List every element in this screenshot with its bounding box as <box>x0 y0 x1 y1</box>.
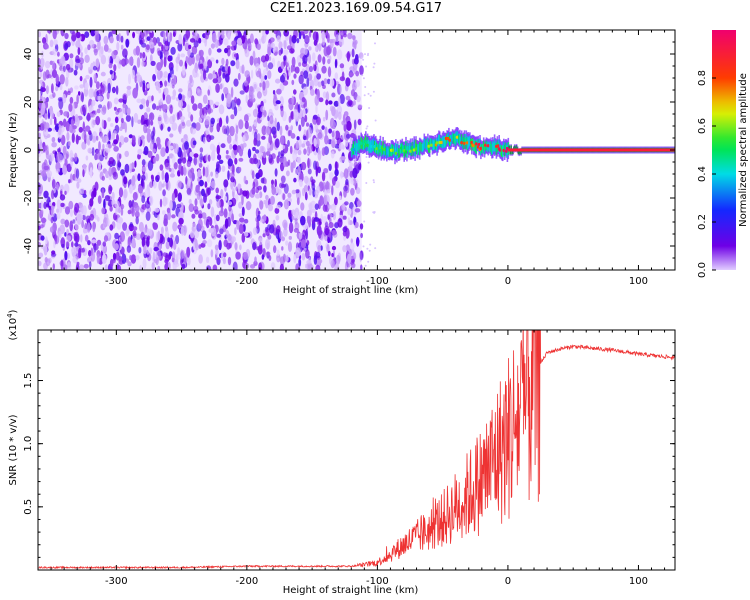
snr-plot-area <box>38 330 675 570</box>
x-tick-label: -100 <box>366 276 389 287</box>
x-tick-label: -300 <box>105 276 128 287</box>
x-tick-label: -200 <box>236 576 259 587</box>
x-tick-label: 100 <box>629 576 648 587</box>
colorbar-tick-label: 0.2 <box>697 214 708 230</box>
colorbar-tick-label: 0.4 <box>697 166 708 182</box>
noise-speckle <box>38 30 377 270</box>
x-tick-label: -100 <box>366 576 389 587</box>
x-tick-label: 0 <box>505 576 511 587</box>
snr-frame <box>37 329 676 571</box>
colorbar: 0.0 0.2 0.4 0.6 0.8 Normalized spectral ampli… <box>697 30 749 278</box>
y-tick-label: 0 <box>23 147 34 153</box>
y-scale-label: (x104) <box>6 309 19 340</box>
colorbar-gradient <box>712 30 736 270</box>
x-tick-label: 0 <box>505 276 511 287</box>
y-tick-label: 1.5 <box>23 373 34 389</box>
colorbar-tick-label: 0.0 <box>697 262 708 278</box>
y-tick-label: 40 <box>23 48 34 61</box>
colorbar-label: Normalized spectral amplitude <box>738 73 749 227</box>
snr-series-line <box>38 330 675 570</box>
y-tick-label: -40 <box>23 238 34 254</box>
y-axis-label: Frequency (Hz) <box>8 112 19 188</box>
x-axis-label: Height of straight line (km) <box>283 285 419 296</box>
colorbar-tick-label: 0.8 <box>697 70 708 86</box>
y-axis-label: SNR (10 * v/v) <box>8 414 19 485</box>
x-axis-label: Height of straight line (km) <box>283 585 419 596</box>
x-tick-label: 100 <box>629 276 648 287</box>
signal-trace <box>350 127 675 165</box>
x-tick-label: -200 <box>236 276 259 287</box>
y-tick-label: -20 <box>23 190 34 206</box>
figure-title: C2E1.2023.169.09.54.G17 <box>269 1 443 16</box>
colorbar-tick-label: 0.6 <box>697 118 708 134</box>
y-tick-label: 0.5 <box>23 499 34 515</box>
y-tick-label: 1.0 <box>23 436 34 452</box>
x-tick-label: -300 <box>105 576 128 587</box>
spectrogram-area <box>38 30 675 270</box>
snr-panel: -300 -200 -100 0 100 0.5 1.0 1.5 Height of strai… <box>6 309 676 596</box>
y-tick-label: 20 <box>23 96 34 109</box>
signal-core <box>507 148 675 152</box>
